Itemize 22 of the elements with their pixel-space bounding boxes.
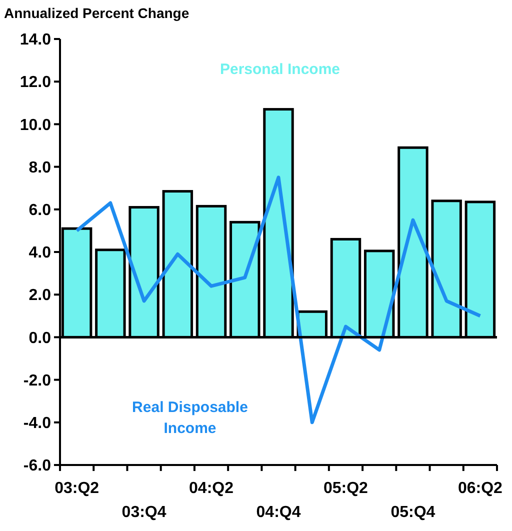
x-tick-label: 05:Q4 (390, 504, 436, 521)
x-tick-label: 05:Q2 (323, 480, 368, 497)
y-tick-label: -6.0 (23, 458, 52, 475)
y-tick-label: 4.0 (28, 244, 52, 262)
text: Personal Income (220, 61, 340, 78)
x-tick-label: 03:Q2 (54, 480, 100, 497)
y-tick-label: 12.0 (20, 74, 52, 92)
y-axis-title: Annualized Percent Change (4, 5, 190, 21)
x-tick-label: 04:Q4 (256, 504, 301, 521)
text: Real Disposable Income (132, 399, 248, 437)
y-tick-label: 10.0 (20, 116, 52, 134)
y-tick-label: 8.0 (28, 159, 52, 176)
line-series (75, 176, 482, 424)
x-tick-label: 03:Q4 (122, 504, 166, 521)
y-tick-label: 14.0 (20, 32, 52, 49)
x-tick-label: 04:Q2 (189, 480, 234, 497)
y-tick-label: -2.0 (23, 372, 52, 390)
y-tick-label: 6.0 (28, 202, 52, 219)
y-tick-label: -4.0 (23, 415, 52, 432)
y-tick-label: 0.0 (28, 330, 52, 347)
x-tick-label: 06:Q2 (458, 480, 503, 497)
y-tick-label: 2.0 (28, 287, 52, 304)
